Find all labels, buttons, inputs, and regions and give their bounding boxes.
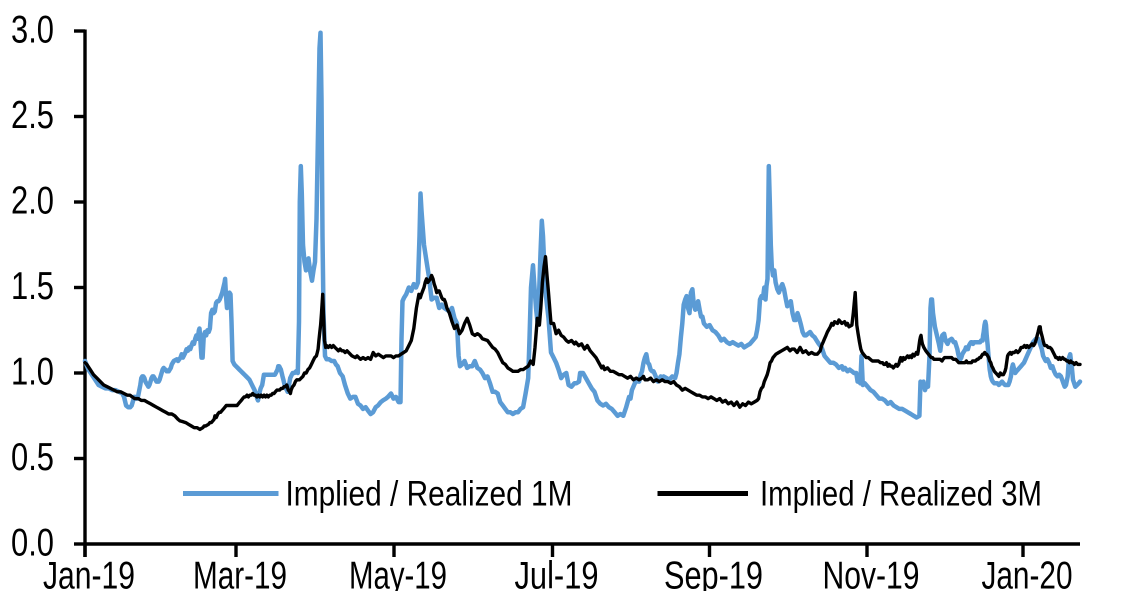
svg-text:May-19: May-19 xyxy=(349,555,447,591)
svg-text:Implied / Realized 3M: Implied / Realized 3M xyxy=(760,475,1042,514)
svg-text:Mar-19: Mar-19 xyxy=(193,555,287,591)
svg-text:Jul-19: Jul-19 xyxy=(515,555,599,591)
svg-text:Jan-19: Jan-19 xyxy=(43,555,135,591)
svg-text:2.5: 2.5 xyxy=(11,94,54,137)
svg-text:Nov-19: Nov-19 xyxy=(823,555,920,591)
svg-text:2.0: 2.0 xyxy=(11,180,54,223)
svg-text:0.0: 0.0 xyxy=(11,522,54,565)
svg-text:Jan-20: Jan-20 xyxy=(982,555,1073,591)
svg-text:1.5: 1.5 xyxy=(11,265,54,308)
svg-text:Sep-19: Sep-19 xyxy=(664,555,763,591)
svg-text:1.0: 1.0 xyxy=(11,351,54,394)
svg-text:0.5: 0.5 xyxy=(11,436,54,479)
svg-text:Implied / Realized 1M: Implied / Realized 1M xyxy=(286,475,573,514)
svg-text:3.0: 3.0 xyxy=(11,9,54,52)
